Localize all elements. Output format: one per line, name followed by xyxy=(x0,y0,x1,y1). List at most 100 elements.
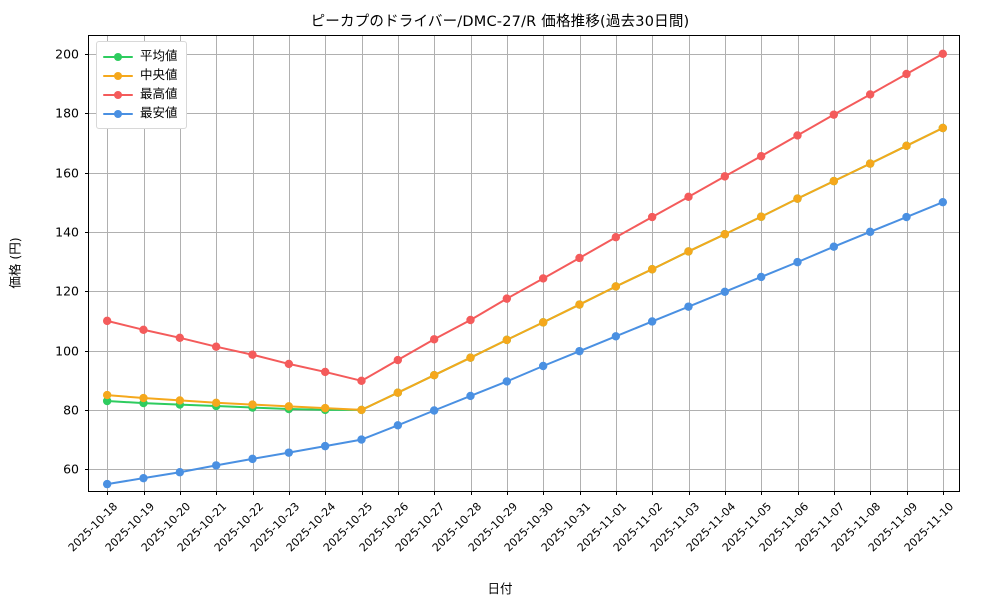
y-tick-label: 100 xyxy=(55,343,79,359)
data-point xyxy=(720,230,730,239)
data-point xyxy=(793,131,802,140)
y-tick-mark xyxy=(85,231,89,233)
grid-lines xyxy=(89,36,959,491)
data-point xyxy=(502,377,512,386)
data-point xyxy=(139,325,148,334)
data-point xyxy=(902,141,911,150)
data-point xyxy=(139,393,148,403)
data-point xyxy=(938,123,948,133)
legend-item[interactable]: 最高値 xyxy=(103,85,178,104)
gridline-vertical xyxy=(361,36,363,491)
x-tick-mark xyxy=(252,491,254,495)
legend-item[interactable]: 最安値 xyxy=(103,104,178,123)
gridline-vertical xyxy=(216,36,218,491)
x-tick-mark xyxy=(216,491,218,495)
data-point xyxy=(829,110,839,119)
data-point xyxy=(611,232,621,242)
y-tick-label: 120 xyxy=(55,283,79,299)
gridline-vertical xyxy=(470,36,472,491)
legend-swatch-icon xyxy=(103,88,133,102)
data-point xyxy=(102,390,112,400)
data-point xyxy=(102,316,112,326)
x-tick-mark xyxy=(361,491,363,495)
legend-swatch-icon xyxy=(103,107,133,121)
x-tick-mark xyxy=(615,491,617,495)
y-tick-label: 140 xyxy=(55,224,79,240)
data-point xyxy=(248,454,257,464)
data-point xyxy=(284,402,294,411)
gridline-horizontal xyxy=(89,53,959,55)
x-tick-mark xyxy=(179,491,181,495)
gridline-vertical xyxy=(288,36,290,491)
data-point xyxy=(102,396,112,406)
y-tick-label: 180 xyxy=(55,105,79,121)
gridline-vertical xyxy=(833,36,835,491)
data-point xyxy=(102,479,112,489)
y-tick-mark xyxy=(85,469,89,471)
gridline-horizontal xyxy=(89,350,959,352)
x-tick-mark xyxy=(579,491,581,495)
data-point xyxy=(865,159,875,168)
x-tick-mark xyxy=(470,491,472,495)
data-point xyxy=(575,300,584,309)
data-point xyxy=(175,333,185,342)
data-point xyxy=(647,212,657,222)
x-tick-mark xyxy=(397,491,399,495)
data-point xyxy=(938,49,948,59)
x-tick-mark xyxy=(506,491,508,495)
x-tick-mark xyxy=(107,491,109,495)
data-point xyxy=(611,332,621,341)
series-平均値 xyxy=(102,123,948,415)
data-point xyxy=(211,398,221,407)
data-point xyxy=(538,274,548,283)
x-tick-mark xyxy=(942,491,944,495)
y-tick-label: 200 xyxy=(55,46,79,62)
series-最安値 xyxy=(102,197,948,489)
chart-legend: 平均値 中央値 最高値最安値 xyxy=(96,41,187,129)
data-point xyxy=(938,197,948,207)
data-point xyxy=(538,361,548,371)
data-point xyxy=(320,441,330,451)
x-tick-mark xyxy=(688,491,690,495)
data-point xyxy=(611,282,621,291)
data-point xyxy=(466,391,475,401)
x-tick-mark xyxy=(761,491,763,495)
y-axis-label: 価格 (円) xyxy=(7,237,23,289)
gridline-vertical xyxy=(252,36,254,491)
data-point xyxy=(466,315,475,325)
gridline-horizontal xyxy=(89,409,959,411)
data-point xyxy=(720,172,730,181)
data-point xyxy=(429,335,439,344)
gridline-vertical xyxy=(870,36,872,491)
data-point xyxy=(684,247,693,256)
gridline-vertical xyxy=(506,36,508,491)
data-point xyxy=(211,342,221,351)
gridline-vertical xyxy=(652,36,654,491)
legend-swatch-icon xyxy=(103,50,133,64)
gridline-vertical xyxy=(143,36,145,491)
series-line xyxy=(106,126,944,411)
x-tick-mark xyxy=(434,491,436,495)
data-point xyxy=(720,287,730,297)
series-line xyxy=(106,126,944,411)
legend-item[interactable]: 平均値 xyxy=(103,47,178,66)
x-tick-mark xyxy=(288,491,290,495)
gridline-horizontal xyxy=(89,231,959,233)
data-point xyxy=(865,227,875,237)
data-point xyxy=(502,335,512,345)
data-point xyxy=(248,350,257,359)
data-point xyxy=(756,212,766,221)
data-point xyxy=(829,176,839,186)
gridline-vertical xyxy=(724,36,726,491)
y-tick-mark xyxy=(85,409,89,411)
data-point xyxy=(429,370,439,380)
data-point xyxy=(647,317,657,326)
data-point xyxy=(538,318,548,327)
data-point xyxy=(756,151,766,161)
gridline-vertical xyxy=(615,36,617,491)
gridline-vertical xyxy=(761,36,763,491)
legend-label: 最高値 xyxy=(140,86,178,102)
legend-item[interactable]: 中央値 xyxy=(103,66,178,85)
y-tick-mark xyxy=(85,113,89,115)
series-line xyxy=(106,52,944,382)
